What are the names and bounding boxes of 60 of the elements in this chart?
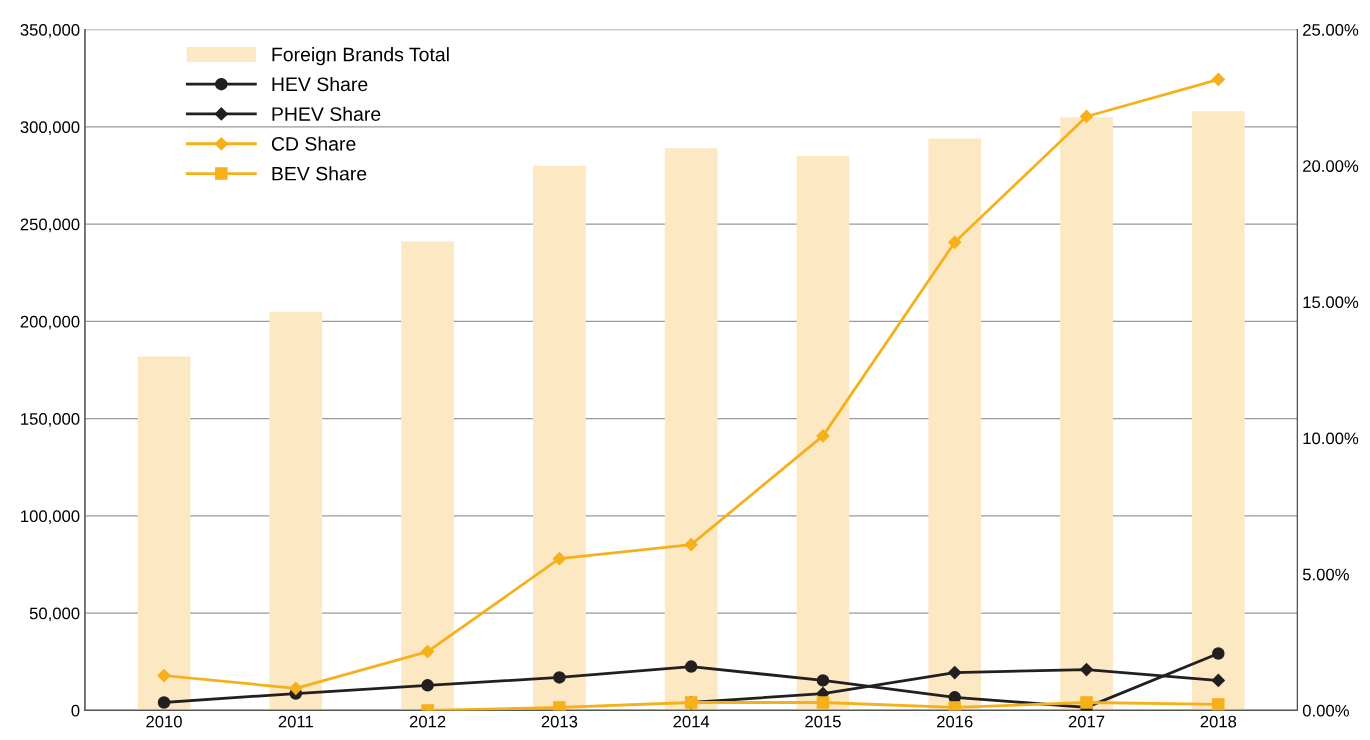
legend-label: Foreign Brands Total: [272, 47, 449, 66]
legend-label: BEV Share: [272, 166, 367, 181]
point: [157, 668, 171, 683]
x-tick-label: 2010: [146, 715, 182, 728]
x-tick-label: 2013: [541, 715, 578, 728]
x-tick-label: 2014: [673, 715, 710, 728]
point: [552, 552, 566, 566]
point: [1211, 673, 1225, 688]
x-tick-label: 2012: [409, 715, 446, 728]
point: [816, 696, 830, 709]
point: [948, 701, 961, 711]
legend-label: PHEV Share: [272, 106, 381, 121]
y2-tick-label: 20.00%: [1303, 160, 1359, 172]
bar: [1060, 117, 1113, 711]
legend-label: CD Share: [271, 136, 356, 151]
y2-tick-label: 0.00%: [1302, 704, 1349, 717]
point: [816, 429, 830, 443]
point: [421, 679, 434, 692]
y-tick-label: 150,000: [21, 413, 80, 427]
point: [157, 696, 171, 709]
y2-tick-label: 25.00%: [1303, 24, 1359, 36]
y2-tick-label: 10.00%: [1303, 432, 1359, 445]
x-tick-label: 2018: [1200, 715, 1237, 728]
bar: [269, 311, 323, 711]
bar: [401, 241, 454, 711]
point: [684, 537, 698, 552]
y-tick-label: 100,000: [21, 510, 80, 525]
point: [1212, 647, 1225, 660]
bar: [533, 165, 586, 711]
y2-tick-label: 15.00%: [1303, 296, 1359, 309]
point: [1079, 662, 1094, 677]
bar: [796, 156, 850, 711]
point: [1212, 698, 1225, 711]
point: [553, 671, 566, 684]
x-tick-label: 2016: [937, 715, 973, 728]
point: [1080, 696, 1093, 709]
y2-tick-label: 5.00%: [1302, 568, 1349, 581]
bar: [1191, 111, 1245, 711]
x-tick-label: 2011: [278, 715, 313, 728]
y-tick-label: 300,000: [20, 121, 80, 136]
point: [289, 681, 303, 695]
x-tick-label: 2015: [805, 715, 841, 728]
y-tick-label: 0: [71, 704, 80, 717]
y-tick-label: 250,000: [20, 218, 80, 233]
bar: [664, 148, 718, 711]
point: [948, 665, 962, 680]
point: [421, 644, 435, 659]
y-tick-label: 50,000: [29, 607, 80, 622]
bar: [137, 356, 191, 711]
x-tick-label: 2017: [1068, 715, 1105, 728]
point: [816, 674, 830, 687]
y-tick-label: 200,000: [20, 315, 80, 330]
point: [1079, 109, 1094, 124]
point: [948, 235, 962, 249]
point: [1211, 72, 1225, 87]
legend-label: HEV Share: [272, 76, 368, 92]
bar: [928, 138, 982, 711]
point: [684, 660, 698, 673]
point: [553, 701, 566, 711]
y-tick-label: 350,000: [20, 24, 80, 38]
